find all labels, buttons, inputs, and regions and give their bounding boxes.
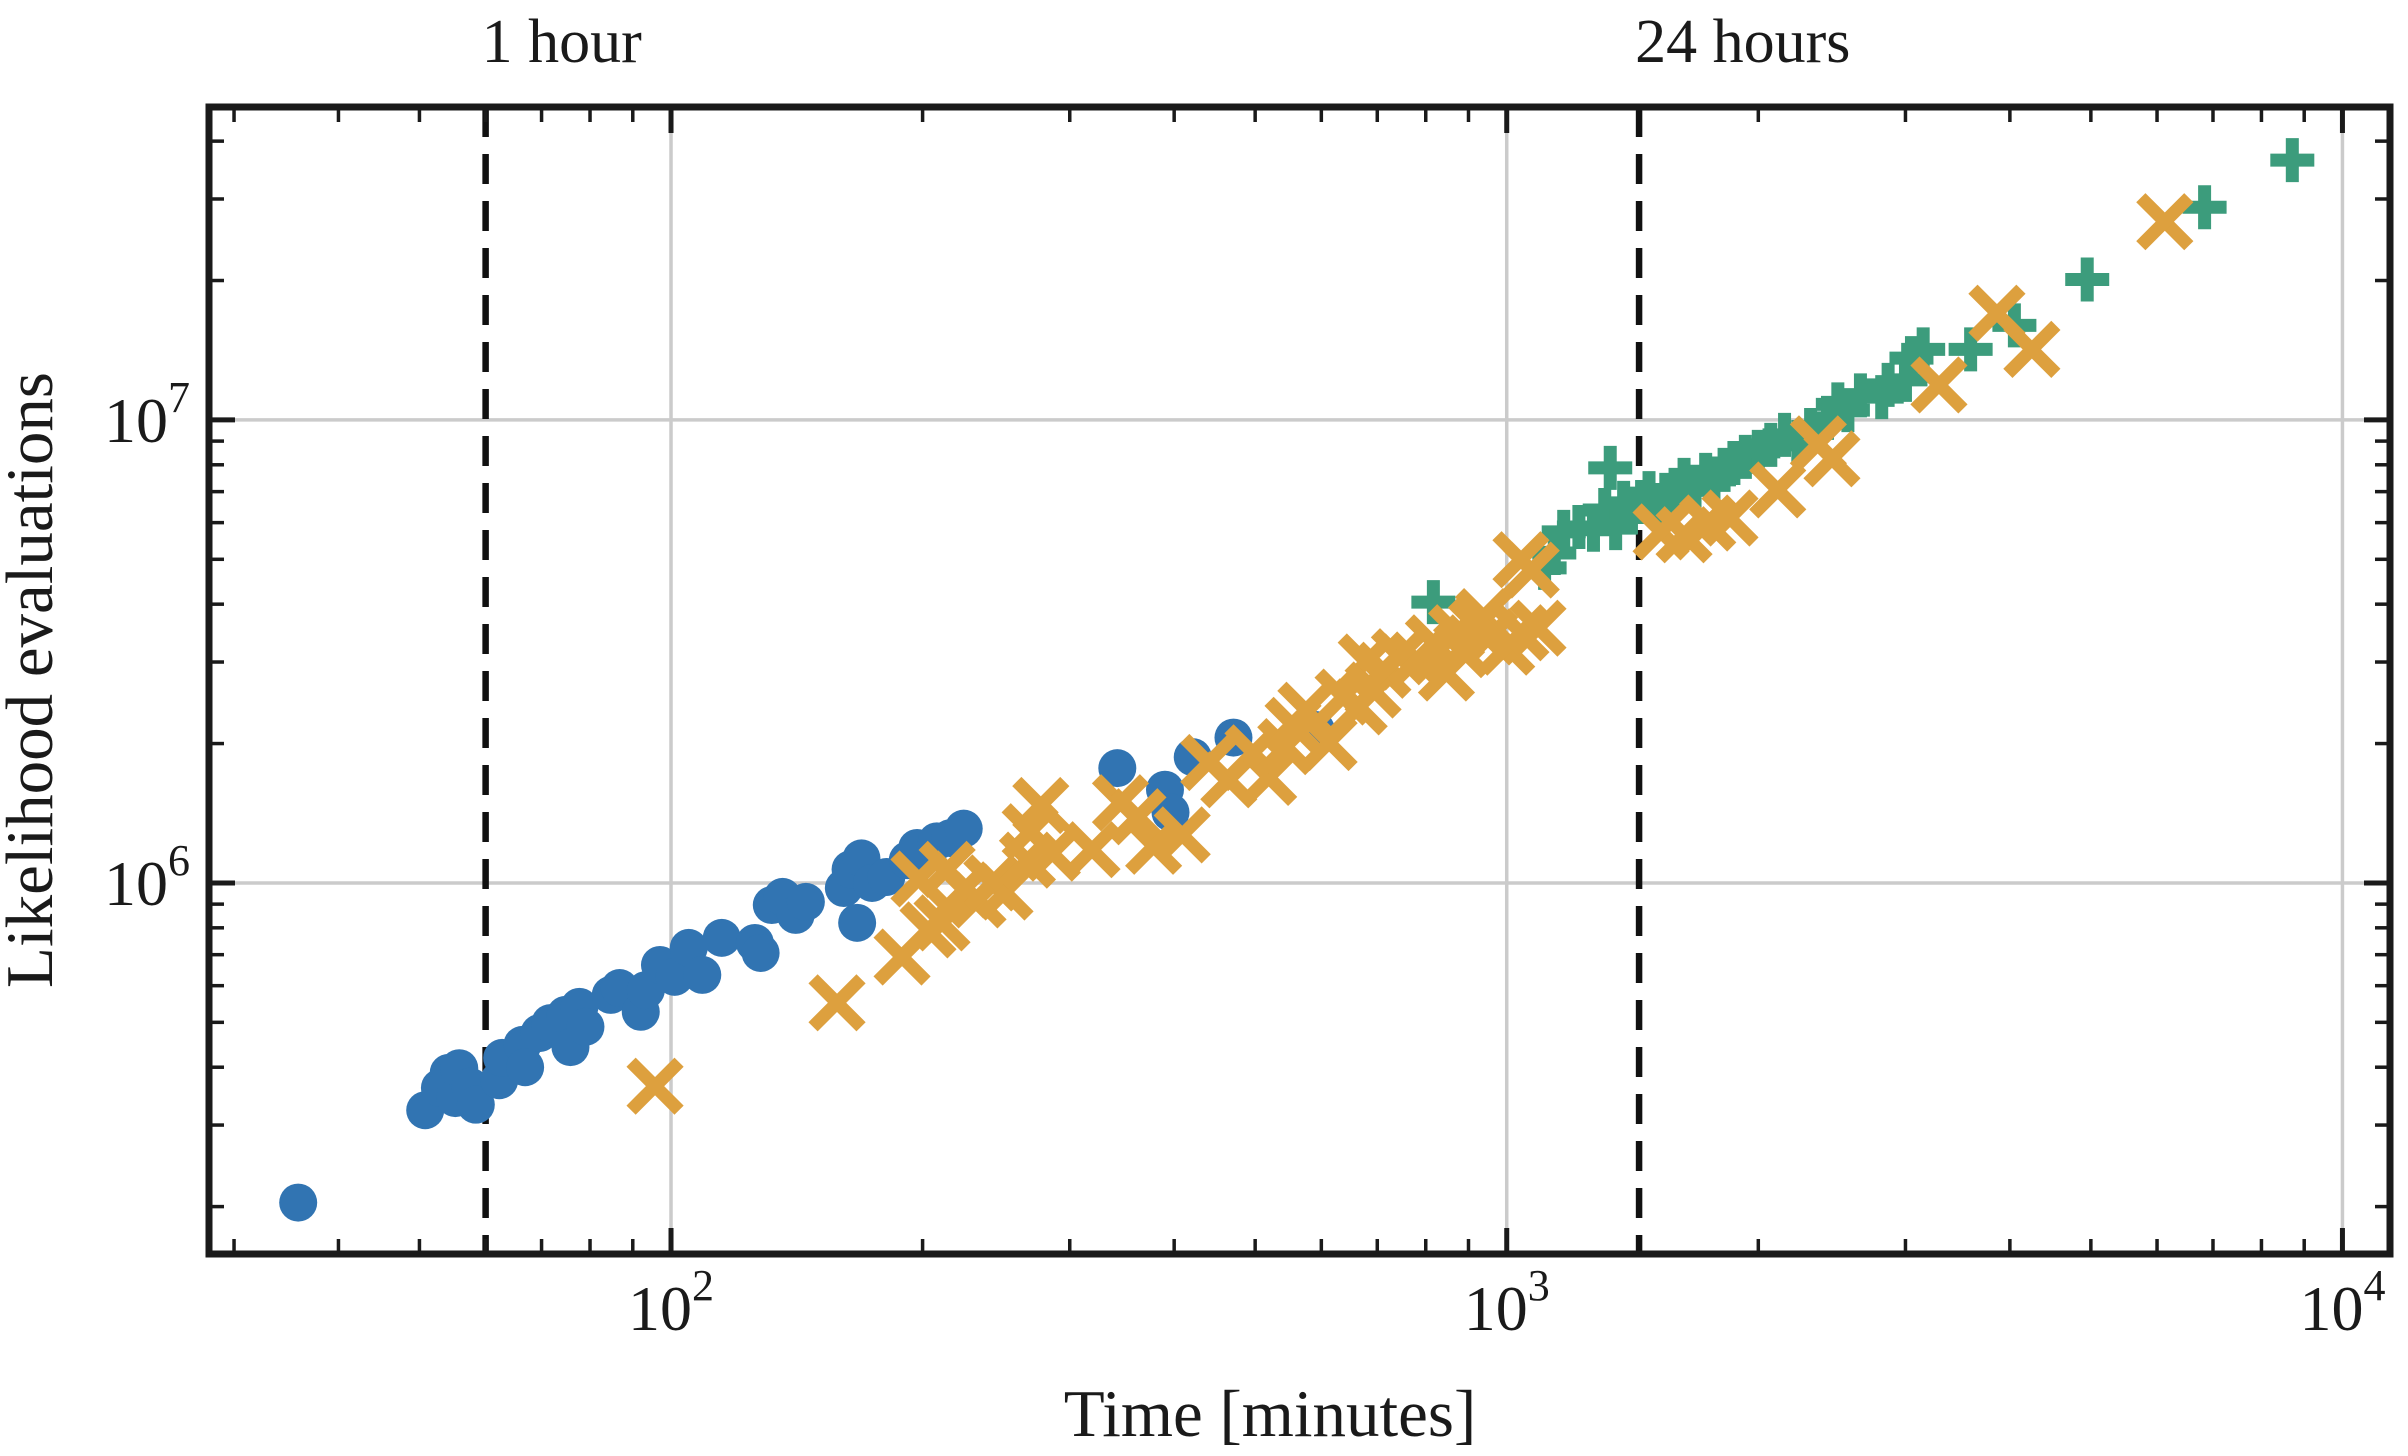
data-point	[2003, 320, 2061, 378]
data-point	[566, 1007, 605, 1046]
x-axis-title: Time [minutes]	[1064, 1377, 1477, 1451]
plot-frame	[205, 103, 2394, 1258]
data-point	[655, 957, 694, 996]
data-point	[1968, 284, 2026, 342]
data-point	[838, 903, 877, 942]
data-point	[976, 863, 1034, 921]
data-point	[1277, 681, 1335, 739]
data-point	[702, 918, 741, 957]
data-point	[1063, 821, 1121, 879]
twenty-four-hours-annotation: 24 hours	[1635, 8, 1850, 76]
data-point	[683, 955, 722, 994]
data-point	[1454, 588, 1513, 646]
y-axis-title: Likelihood evaluations	[0, 372, 67, 988]
data-point	[626, 1057, 684, 1115]
data-point	[786, 882, 825, 921]
series-blue-circles	[279, 710, 1335, 1222]
data-point	[1749, 461, 1807, 519]
data-point	[1492, 604, 1550, 662]
data-point	[1023, 824, 1082, 882]
data-points-layer	[279, 138, 2315, 1222]
data-point	[1632, 503, 1690, 561]
data-point	[1509, 599, 1567, 657]
y-tick-label: 107	[104, 373, 190, 456]
x-tick-label: 104	[2299, 1261, 2385, 1344]
data-point	[1701, 489, 1759, 547]
data-point	[279, 1183, 318, 1222]
x-tick-label: 103	[1464, 1261, 1550, 1344]
data-point	[456, 1085, 495, 1124]
data-point	[1098, 749, 1137, 788]
one-hour-annotation: 1 hour	[482, 8, 643, 76]
data-point	[1012, 776, 1070, 835]
y-tick-label: 106	[104, 836, 190, 919]
axes-layer	[205, 103, 2394, 1258]
labels-layer: Time [minutes] Likelihood evaluations 1 …	[0, 8, 2385, 1451]
data-point	[506, 1048, 545, 1087]
data-point	[2136, 193, 2194, 251]
series-orange-x	[626, 193, 2194, 1115]
data-point	[1109, 788, 1167, 846]
data-point	[1910, 356, 1968, 414]
data-point	[1502, 541, 1560, 599]
x-tick-label: 102	[628, 1261, 714, 1344]
data-point	[944, 809, 983, 848]
data-point	[1153, 806, 1211, 864]
data-point	[741, 933, 780, 972]
data-point	[1370, 628, 1428, 686]
data-point	[913, 894, 971, 952]
data-point	[808, 974, 866, 1032]
data-point	[1240, 748, 1298, 807]
data-point	[1803, 430, 1861, 488]
